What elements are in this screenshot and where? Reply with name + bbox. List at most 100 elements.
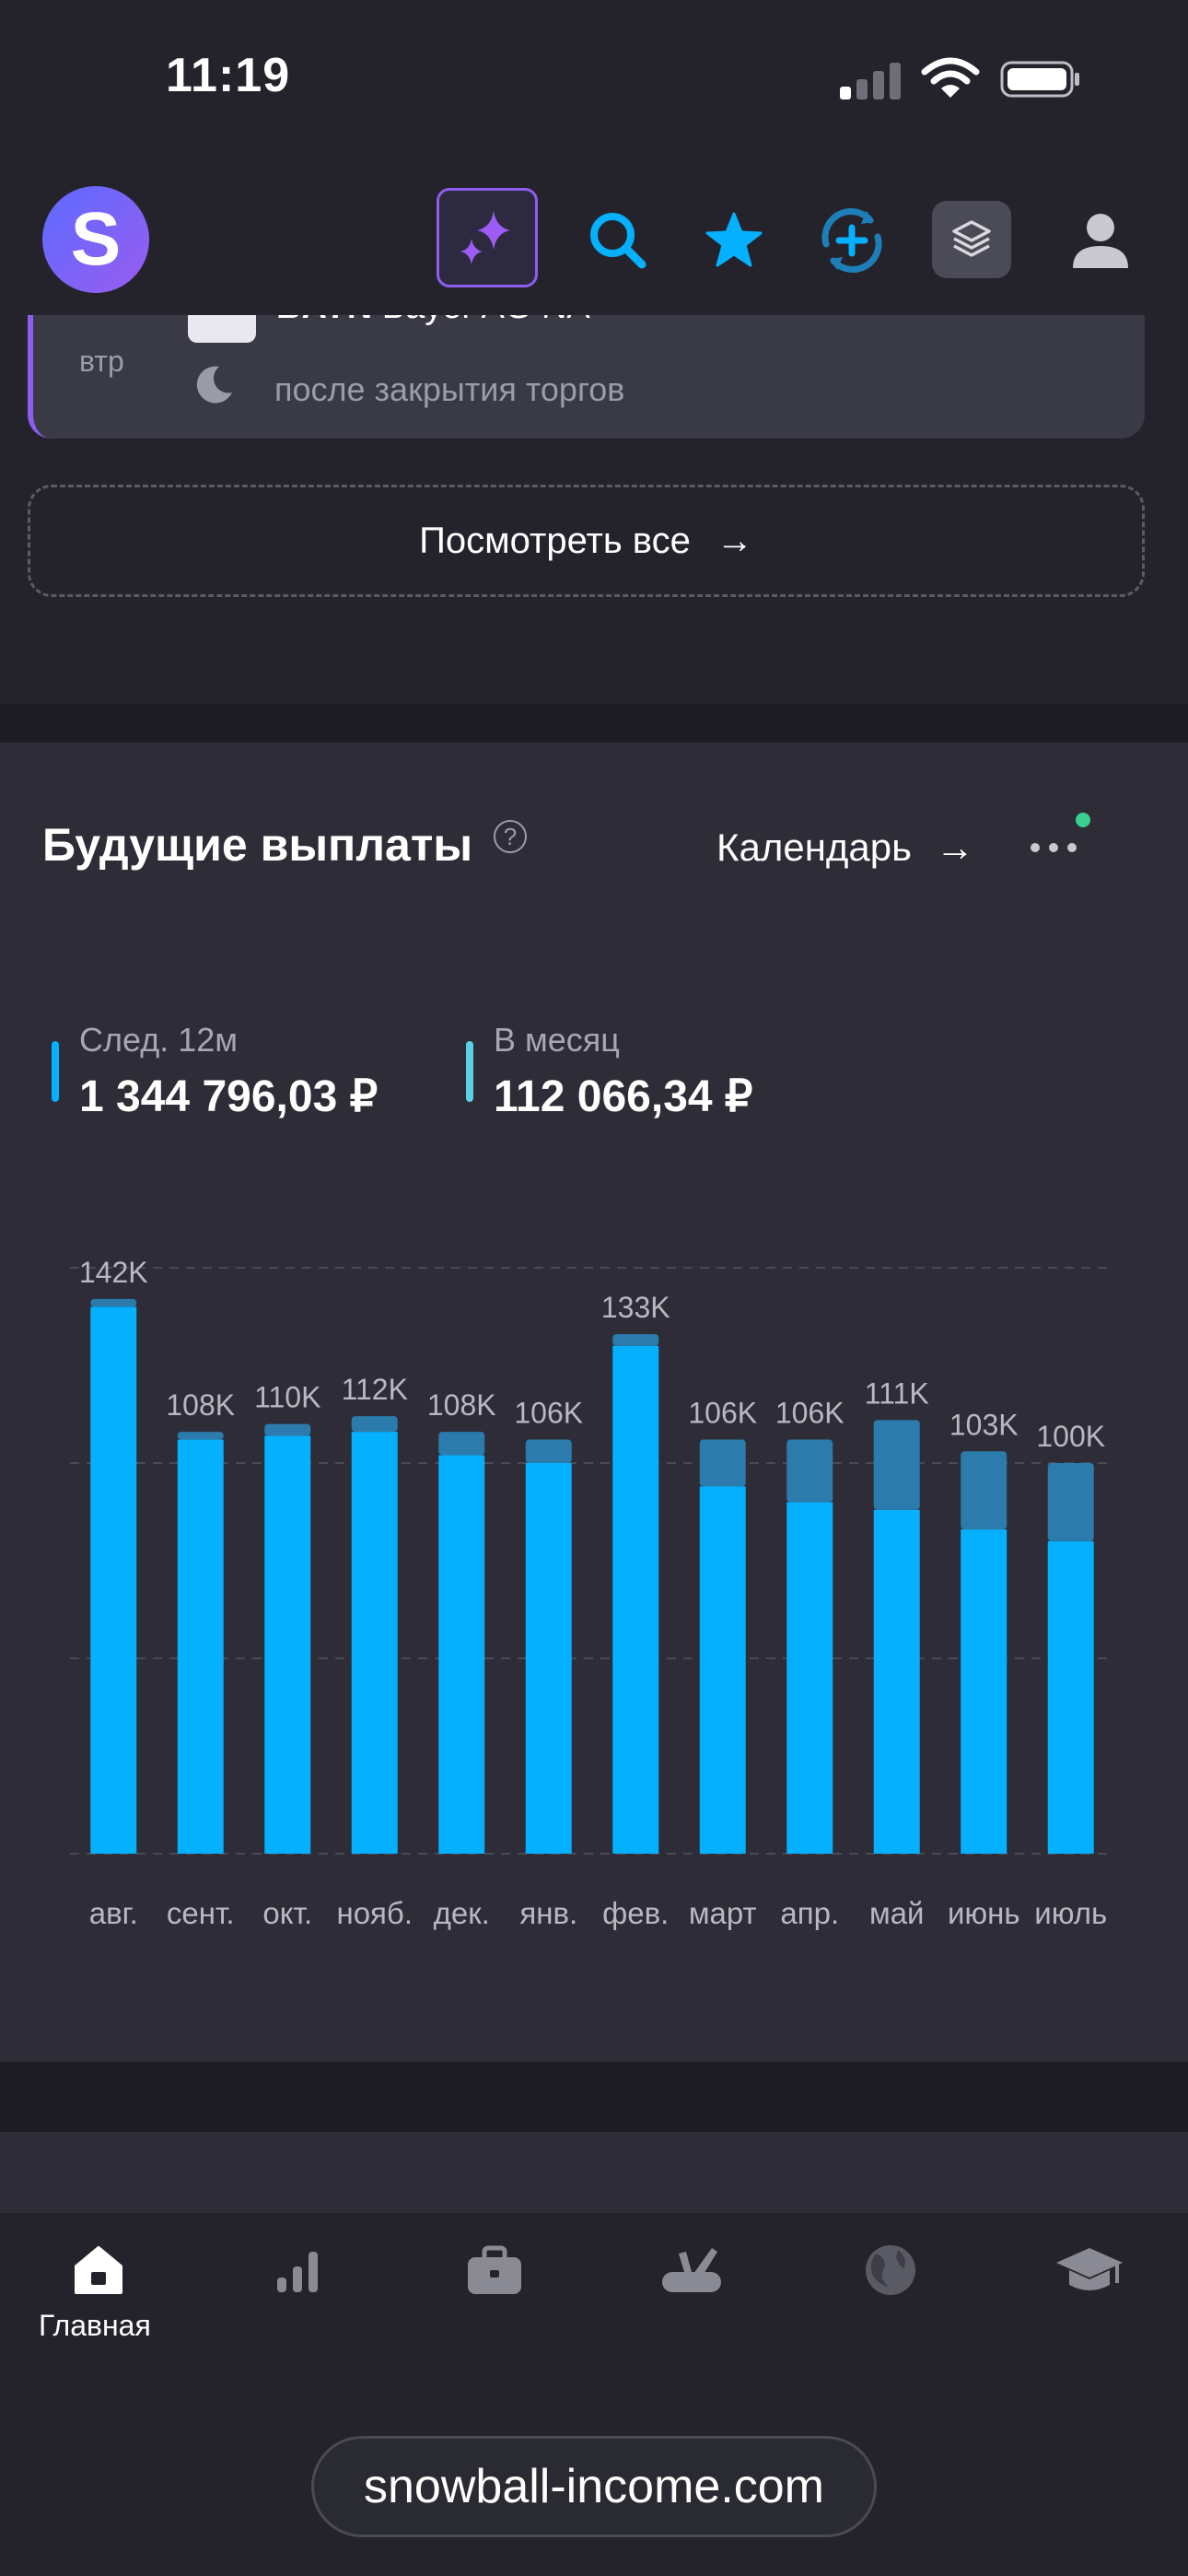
star-icon: [705, 212, 763, 267]
more-options-button[interactable]: [1026, 829, 1085, 866]
site-url-pill[interactable]: snowball-income.com: [311, 2436, 877, 2537]
profile-button[interactable]: [1050, 190, 1151, 291]
search-button[interactable]: [567, 190, 669, 291]
notification-dot: [1076, 813, 1090, 827]
app-logo[interactable]: S: [42, 186, 149, 293]
x-tick-label: май: [869, 1896, 924, 1930]
nav-home[interactable]: [39, 2241, 158, 2351]
section-divider: [0, 2062, 1188, 2132]
bar-segment-secondary[interactable]: [786, 1439, 833, 1503]
bar-segment-secondary[interactable]: [264, 1423, 311, 1436]
education-icon: [1056, 2248, 1123, 2290]
status-time: 11:19: [166, 49, 291, 102]
sync-add-icon: [821, 208, 882, 273]
bar-segment-primary[interactable]: [525, 1463, 572, 1854]
nav-portfolio[interactable]: [435, 2241, 554, 2351]
next-12m-label: След. 12м: [79, 1021, 239, 1059]
nav-market[interactable]: [831, 2241, 950, 2351]
ai-assistant-button[interactable]: [437, 188, 538, 287]
wifi-icon: [921, 57, 980, 98]
bar-value-label: 108K: [427, 1388, 496, 1422]
next-12m-value: 1 344 796,03 ₽: [79, 1072, 379, 1121]
bar-segment-primary[interactable]: [177, 1439, 224, 1854]
bar-segment-secondary[interactable]: [699, 1439, 746, 1487]
bar-value-label: 110K: [254, 1381, 320, 1414]
per-month-value: 112 066,34 ₽: [494, 1072, 753, 1121]
view-all-button[interactable]: Посмотреть все →: [28, 485, 1145, 597]
layers-icon: [952, 220, 991, 257]
stat-color-marker: [52, 1041, 59, 1102]
site-url: snowball-income.com: [364, 2460, 824, 2513]
bar-segment-primary[interactable]: [873, 1509, 920, 1854]
bar-segment-primary[interactable]: [786, 1502, 833, 1854]
section-title: Будущие выплаты: [42, 819, 473, 871]
x-tick-label: фев.: [602, 1896, 669, 1930]
bar-segment-primary[interactable]: [612, 1345, 659, 1854]
x-tick-label: нояб.: [336, 1896, 413, 1930]
per-month-label: В месяц: [494, 1021, 620, 1059]
analytics-icon: [277, 2252, 318, 2292]
nav-tools[interactable]: [634, 2241, 753, 2351]
app-logo-letter: S: [70, 197, 122, 281]
bar-value-label: 106K: [775, 1397, 844, 1430]
nav-analytics[interactable]: [238, 2241, 357, 2351]
tools-icon: [662, 2248, 721, 2292]
section-divider: [0, 704, 1188, 743]
bar-segment-primary[interactable]: [264, 1435, 311, 1854]
bar-segment-primary[interactable]: [699, 1486, 746, 1854]
arrow-right-icon: →: [716, 520, 753, 561]
nav-education[interactable]: [1030, 2241, 1149, 2351]
stat-color-marker: [466, 1041, 473, 1102]
bar-segment-primary[interactable]: [438, 1455, 485, 1854]
bar-value-label: 103K: [949, 1408, 1019, 1441]
x-tick-label: сент.: [167, 1896, 235, 1930]
globe-icon: [866, 2245, 915, 2295]
bar-segment-secondary[interactable]: [177, 1432, 224, 1440]
bar-segment-secondary[interactable]: [525, 1439, 572, 1463]
payments-bar-chart: 142K авг. 108K сент. 110K окт. 112K нояб. 108K де…: [70, 1256, 1114, 1930]
bar-segment-primary[interactable]: [90, 1306, 137, 1854]
x-tick-label: март: [689, 1896, 757, 1930]
profile-icon: [1073, 214, 1128, 268]
x-tick-label: авг.: [89, 1896, 138, 1930]
bar-value-label: 112K: [342, 1373, 408, 1406]
view-all-label: Посмотреть все: [419, 520, 691, 561]
bar-value-label: 106K: [514, 1397, 583, 1430]
bar-segment-secondary[interactable]: [351, 1416, 398, 1433]
moon-icon: [196, 366, 232, 404]
bar-segment-primary[interactable]: [961, 1529, 1007, 1854]
bar-value-label: 111K: [865, 1376, 929, 1410]
battery-icon: [1000, 61, 1079, 98]
arrow-right-icon: →: [936, 825, 974, 869]
bar-value-label: 100K: [1036, 1420, 1105, 1453]
bar-value-label: 106K: [688, 1397, 757, 1430]
bar-value-label: 108K: [166, 1388, 235, 1422]
favorites-button[interactable]: [683, 190, 785, 291]
x-tick-label: июль: [1034, 1896, 1107, 1930]
portfolios-button[interactable]: [932, 201, 1011, 278]
bar-segment-secondary[interactable]: [612, 1334, 659, 1346]
sparkles-icon: [460, 211, 510, 264]
add-transaction-button[interactable]: [801, 190, 903, 291]
bar-segment-secondary[interactable]: [438, 1432, 485, 1456]
calendar-link[interactable]: Календарь →: [716, 825, 974, 870]
help-icon[interactable]: ?: [494, 820, 527, 853]
x-tick-label: окт.: [262, 1896, 312, 1930]
calendar-label: Календарь: [716, 825, 912, 869]
event-day: втр: [79, 345, 124, 378]
search-icon: [590, 213, 646, 269]
bar-segment-secondary[interactable]: [961, 1451, 1007, 1530]
x-tick-label: янв.: [519, 1896, 577, 1930]
bar-segment-secondary[interactable]: [1047, 1463, 1094, 1541]
nav-home-label: Главная: [39, 2309, 151, 2342]
cellular-signal-icon: [840, 63, 901, 100]
bar-segment-primary[interactable]: [351, 1432, 398, 1854]
bar-segment-secondary[interactable]: [90, 1298, 137, 1307]
x-tick-label: апр.: [780, 1896, 839, 1930]
bar-value-label: 133K: [601, 1291, 670, 1324]
portfolio-icon: [468, 2245, 521, 2294]
x-tick-label: июнь: [948, 1896, 1020, 1930]
bar-segment-primary[interactable]: [1047, 1540, 1094, 1854]
x-tick-label: дек.: [434, 1896, 490, 1930]
bar-segment-secondary[interactable]: [873, 1420, 920, 1510]
